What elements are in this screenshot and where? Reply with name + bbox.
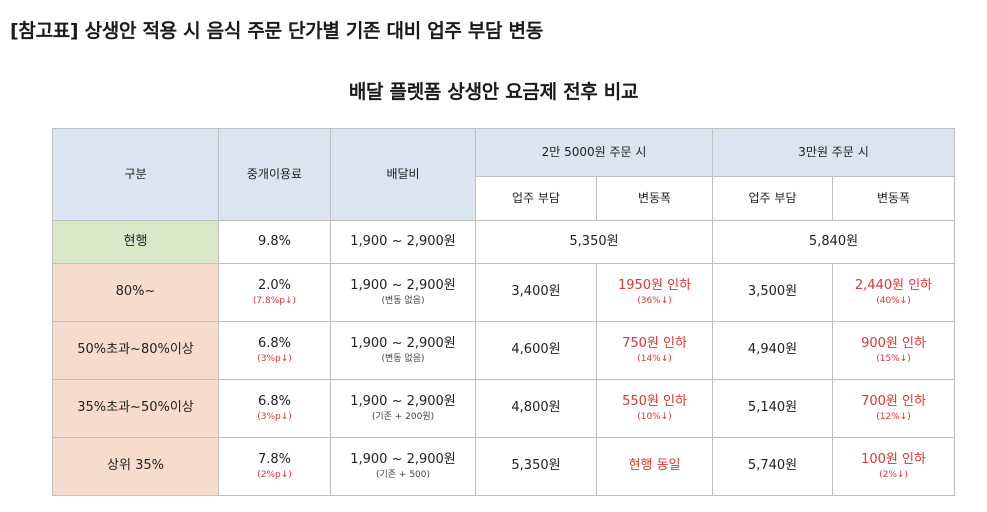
fee-cell: 6.8% (3%p↓)	[218, 379, 331, 438]
change-30000-pct: (2%↓)	[879, 469, 908, 480]
change-25000: 1950원 인하	[617, 278, 692, 294]
subheader-row: 업주 부담 변동폭 업주 부담 변동폭	[53, 176, 956, 221]
table-row: 35%초과~50%이상 6.8% (3%p↓) 1,900 ~ 2,900원 (기존…	[52, 379, 956, 438]
page-heading: [참고표] 상생안 적용 시 음식 주문 단가별 기존 대비 업주 부담 변동	[10, 20, 543, 42]
current-owner-30000: 5,840원	[712, 220, 956, 264]
owner-25000: 3,400원	[475, 263, 597, 322]
delivery-note: (변동 없음)	[381, 353, 425, 364]
subheader-change-25000: 변동폭	[595, 176, 714, 221]
fee-change: (7.8%p↓)	[252, 295, 297, 306]
row-label: 상위 35%	[52, 437, 219, 496]
fee-value: 6.8%	[257, 336, 292, 352]
change-25000-pct: (36%↓)	[637, 295, 672, 306]
change-30000: 700원 인하	[861, 394, 926, 410]
delivery-cell: 1,900 ~ 2,900원 (변동 없음)	[330, 263, 476, 322]
change-30000-pct: (40%↓)	[876, 295, 911, 306]
row-label: 80%~	[52, 263, 219, 322]
fee-value: 6.8%	[257, 394, 292, 410]
change-30000: 100원 인하	[861, 452, 926, 468]
current-owner-25000: 5,350원	[474, 220, 714, 264]
change-25000-cell: 1950원 인하 (36%↓)	[595, 263, 714, 322]
change-30000: 2,440원 인하	[854, 278, 933, 294]
change-30000: 900원 인하	[861, 336, 926, 352]
owner-30000: 5,740원	[712, 437, 834, 496]
change-25000-cell: 550원 인하 (10%↓)	[595, 379, 714, 438]
delivery-value: 1,900 ~ 2,900원	[350, 336, 456, 352]
header-delivery: 배달비	[330, 128, 476, 221]
delivery-cell: 1,900 ~ 2,900원 (기존 + 500)	[330, 437, 476, 496]
owner-30000: 5,140원	[712, 379, 834, 438]
current-fee: 9.8%	[218, 220, 331, 264]
change-30000-cell: 700원 인하 (12%↓)	[832, 379, 956, 438]
subheader-change-30000: 변동폭	[832, 176, 956, 221]
delivery-value: 1,900 ~ 2,900원	[350, 278, 456, 294]
row-label: 50%초과~80%이상	[52, 321, 219, 380]
header-fee: 중개이용료	[218, 128, 331, 221]
change-25000-pct: (14%↓)	[637, 353, 672, 364]
table-row: 상위 35% 7.8% (2%p↓) 1,900 ~ 2,900원 (기존 + 50…	[52, 437, 956, 496]
owner-25000: 4,800원	[475, 379, 597, 438]
fee-change: (3%p↓)	[257, 353, 292, 364]
delivery-note: (기존 + 500)	[375, 469, 431, 480]
header-row: 구분 중개이용료 배달비 2만 5000원 주문 시 3만원 주문 시	[52, 128, 956, 221]
table-row: 50%초과~80%이상 6.8% (3%p↓) 1,900 ~ 2,900원 (변동…	[52, 321, 956, 380]
change-25000-cell: 750원 인하 (14%↓)	[595, 321, 714, 380]
fee-cell: 2.0% (7.8%p↓)	[218, 263, 331, 322]
fee-cell: 7.8% (2%p↓)	[218, 437, 331, 496]
owner-25000: 5,350원	[475, 437, 597, 496]
change-30000-pct: (12%↓)	[876, 411, 911, 422]
change-30000-cell: 2,440원 인하 (40%↓)	[832, 263, 956, 322]
change-25000-pct: (10%↓)	[637, 411, 672, 422]
change-30000-cell: 100원 인하 (2%↓)	[832, 437, 956, 496]
current-label: 현행	[52, 220, 219, 264]
change-30000-pct: (15%↓)	[876, 353, 911, 364]
fee-value: 2.0%	[257, 278, 292, 294]
header-category: 구분	[52, 128, 219, 221]
header-order-25000: 2만 5000원 주문 시	[474, 128, 714, 177]
subheader-owner-30000: 업주 부담	[712, 176, 834, 221]
subheader-owner-25000: 업주 부담	[475, 176, 597, 221]
delivery-note: (변동 없음)	[381, 295, 425, 306]
change-30000-cell: 900원 인하 (15%↓)	[832, 321, 956, 380]
row-label: 35%초과~50%이상	[52, 379, 219, 438]
delivery-note: (기존 + 200원)	[371, 411, 435, 422]
owner-30000: 4,940원	[712, 321, 834, 380]
table-row: 80%~ 2.0% (7.8%p↓) 1,900 ~ 2,900원 (변동 없음) …	[52, 263, 956, 322]
table-title: 배달 플렛폼 상생안 요금제 전후 비교	[348, 81, 639, 103]
fee-change: (3%p↓)	[257, 411, 292, 422]
change-25000: 현행 동일	[628, 458, 681, 474]
fee-value: 7.8%	[257, 452, 292, 468]
delivery-cell: 1,900 ~ 2,900원 (변동 없음)	[330, 321, 476, 380]
current-row: 현행 9.8% 1,900 ~ 2,900원 5,350원 5,840원	[52, 220, 956, 264]
owner-25000: 4,600원	[475, 321, 597, 380]
owner-30000: 3,500원	[712, 263, 834, 322]
delivery-value: 1,900 ~ 2,900원	[350, 452, 456, 468]
header-order-30000: 3만원 주문 시	[712, 128, 956, 177]
change-25000: 550원 인하	[622, 394, 687, 410]
fee-cell: 6.8% (3%p↓)	[218, 321, 331, 380]
fee-change: (2%p↓)	[257, 469, 292, 480]
change-25000-cell: 현행 동일	[595, 437, 714, 496]
delivery-value: 1,900 ~ 2,900원	[350, 394, 456, 410]
delivery-cell: 1,900 ~ 2,900원 (기존 + 200원)	[330, 379, 476, 438]
comparison-table: 구분 중개이용료 배달비 2만 5000원 주문 시 3만원 주문 시 업주 부…	[52, 128, 956, 496]
current-delivery: 1,900 ~ 2,900원	[330, 220, 476, 264]
change-25000: 750원 인하	[622, 336, 687, 352]
